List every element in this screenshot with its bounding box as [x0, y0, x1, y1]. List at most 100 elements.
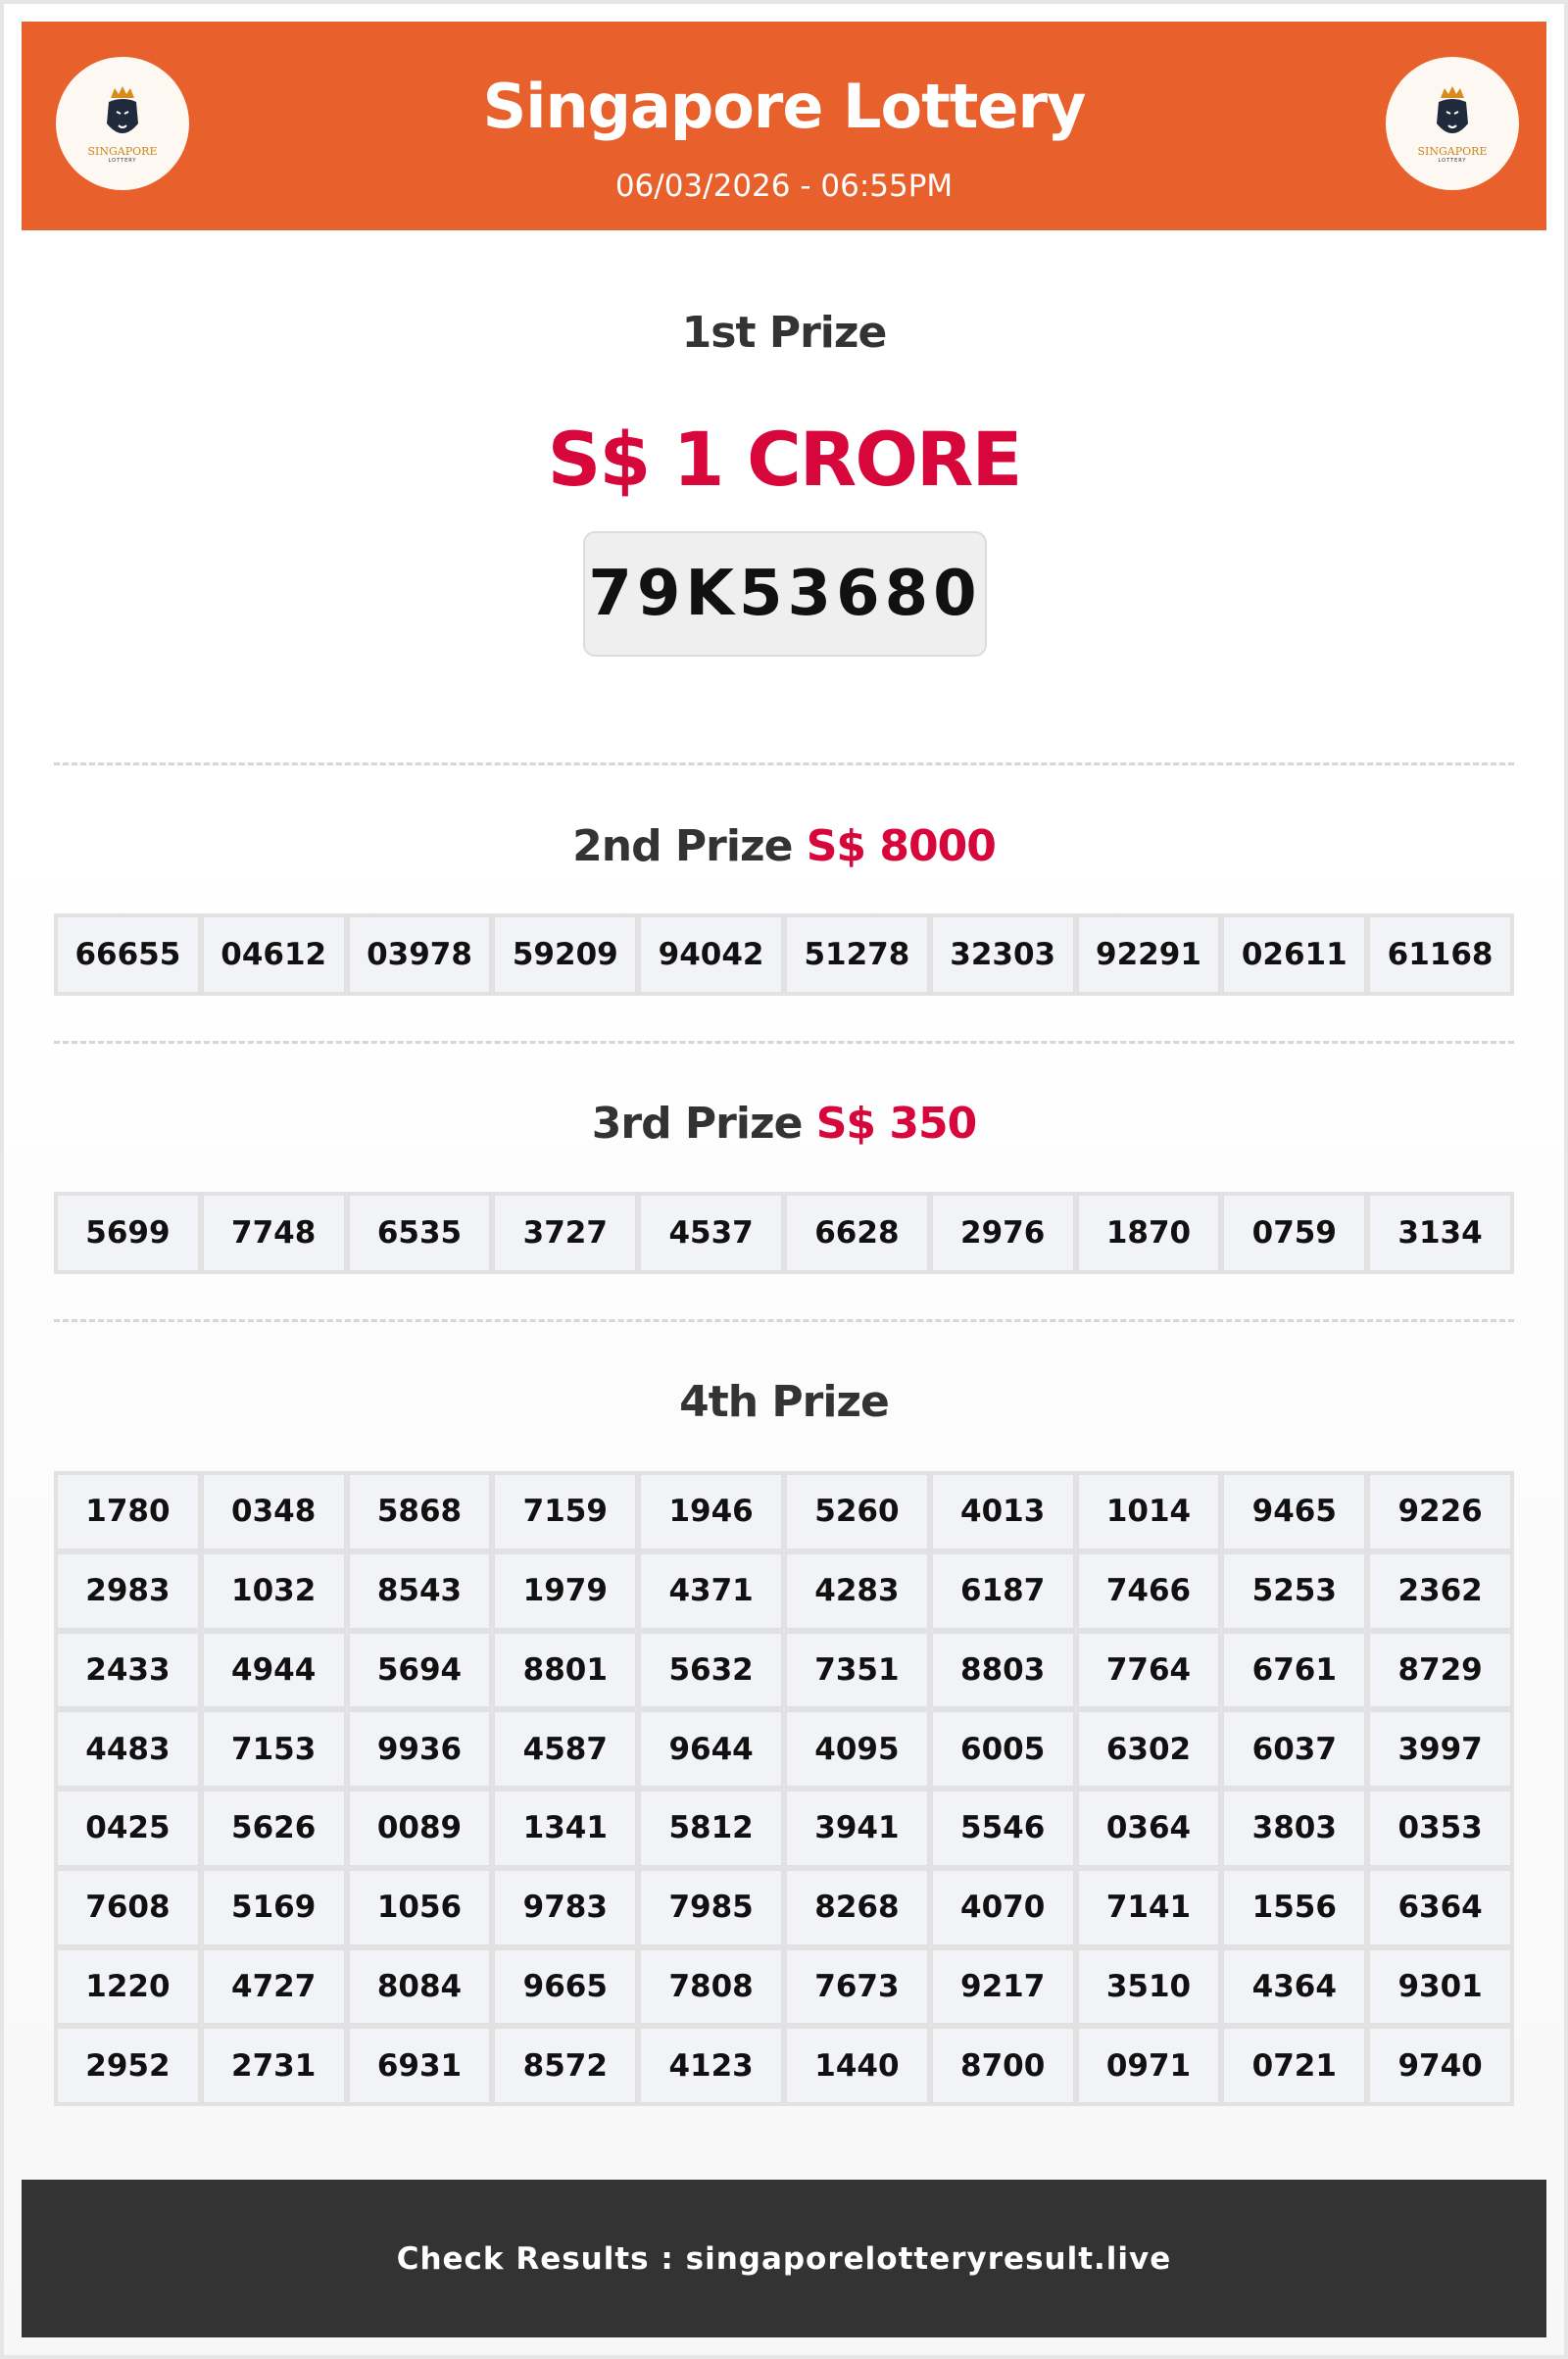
third-prize-heading: 3rd Prize S$ 350	[4, 1099, 1564, 1149]
prize-number-cell: 6005	[931, 1711, 1074, 1787]
prize-number-cell: 6628	[785, 1195, 928, 1271]
prize-number-cell: 3941	[786, 1791, 928, 1866]
prize-number-cell: 0089	[348, 1791, 491, 1866]
prize-number-cell: 1979	[494, 1552, 637, 1629]
prize-number-cell: 4371	[640, 1552, 782, 1629]
prize-number-cell: 4944	[202, 1632, 345, 1708]
prize-number-cell: 3134	[1369, 1195, 1511, 1271]
prize-number-cell: 8803	[931, 1632, 1074, 1708]
prize-number-cell: 03978	[348, 916, 491, 993]
prize-number-cell: 0364	[1077, 1791, 1220, 1866]
logo-subtext: LOTTERY	[108, 157, 137, 164]
prize-number-cell: 3510	[1077, 1948, 1220, 2025]
first-prize-ticket: 79K53680	[583, 531, 987, 657]
prize-number-cell: 9665	[494, 1948, 637, 2025]
second-prize-amount: S$ 8000	[806, 821, 997, 871]
prize-number-cell: 7673	[786, 1948, 928, 2025]
prize-number-cell: 7808	[640, 1948, 782, 2025]
prize-number-cell: 2433	[57, 1632, 199, 1708]
lottery-result-card: SINGAPORE LOTTERY Singapore Lottery 06/0…	[4, 4, 1564, 2355]
prize-number-cell: 1056	[348, 1869, 491, 1945]
prize-number-cell: 8700	[931, 2028, 1074, 2103]
prize-number-cell: 7764	[1077, 1632, 1220, 1708]
lion-crown-icon	[1437, 85, 1468, 133]
prize-number-cell: 8084	[348, 1948, 491, 2025]
logo-left: SINGAPORE LOTTERY	[56, 57, 189, 190]
prize-number-cell: 5694	[348, 1632, 491, 1708]
prize-number-cell: 1440	[786, 2028, 928, 2103]
prize-number-cell: 5253	[1223, 1552, 1366, 1629]
prize-number-cell: 4364	[1223, 1948, 1366, 2025]
prize-number-cell: 6187	[931, 1552, 1074, 1629]
logo-text: SINGAPORE	[87, 144, 158, 158]
prize-number-cell: 7985	[640, 1869, 782, 1945]
prize-number-cell: 1946	[640, 1474, 782, 1549]
prize-number-cell: 0971	[1077, 2028, 1220, 2103]
prize-number-cell: 1780	[57, 1474, 199, 1549]
page-title: Singapore Lottery	[482, 71, 1087, 142]
prize-number-cell: 8572	[494, 2028, 637, 2103]
prize-number-cell: 9740	[1369, 2028, 1511, 2103]
prize-number-cell: 1220	[57, 1948, 199, 2025]
prize-number-cell: 6761	[1223, 1632, 1366, 1708]
prize-number-cell: 8268	[786, 1869, 928, 1945]
prize-number-cell: 4727	[202, 1948, 345, 2025]
prize-number-cell: 4095	[786, 1711, 928, 1787]
prize-number-cell: 0425	[57, 1791, 199, 1866]
prize-number-cell: 4537	[640, 1195, 782, 1271]
logo-text: SINGAPORE	[1417, 144, 1488, 158]
prize-number-cell: 5169	[202, 1869, 345, 1945]
prize-number-cell: 2362	[1369, 1552, 1511, 1629]
prize-number-cell: 94042	[640, 916, 782, 993]
first-prize-amount: S$ 1 CRORE	[547, 416, 1023, 503]
second-prize-label: 2nd Prize	[572, 821, 793, 871]
prize-number-cell: 6931	[348, 2028, 491, 2103]
prize-number-cell: 6364	[1369, 1869, 1511, 1945]
footer-bar: Check Results : singaporelotteryresult.l…	[22, 2180, 1546, 2337]
prize-number-cell: 7141	[1077, 1869, 1220, 1945]
footer-text: Check Results : singaporelotteryresult.l…	[396, 2240, 1172, 2277]
prize-number-cell: 61168	[1369, 916, 1511, 993]
prize-number-cell: 2731	[202, 2028, 345, 2103]
prize-number-cell: 0759	[1223, 1195, 1366, 1271]
prize-number-cell: 59209	[494, 916, 637, 993]
prize-number-cell: 7159	[494, 1474, 637, 1549]
prize-number-cell: 0721	[1223, 2028, 1366, 2103]
divider	[54, 1041, 1514, 1044]
prize-number-cell: 02611	[1223, 916, 1366, 993]
second-prize-numbers: 66655 04612 03978 59209 94042 51278 32303 92291…	[54, 913, 1514, 996]
prize-number-cell: 2976	[931, 1195, 1074, 1271]
prize-number-cell: 2983	[57, 1552, 199, 1629]
prize-number-cell: 9936	[348, 1711, 491, 1787]
prize-number-cell: 4587	[494, 1711, 637, 1787]
prize-number-cell: 66655	[57, 916, 199, 993]
prize-number-cell: 0348	[202, 1474, 345, 1549]
prize-number-cell: 9644	[640, 1711, 782, 1787]
second-prize-heading: 2nd Prize S$ 8000	[4, 821, 1564, 871]
prize-number-cell: 4283	[786, 1552, 928, 1629]
header-banner: SINGAPORE LOTTERY Singapore Lottery 06/0…	[22, 22, 1546, 230]
prize-number-cell: 5546	[931, 1791, 1074, 1866]
prize-number-cell: 1014	[1077, 1474, 1220, 1549]
prize-number-cell: 9226	[1369, 1474, 1511, 1549]
prize-number-cell: 7466	[1077, 1552, 1220, 1629]
prize-number-cell: 6037	[1223, 1711, 1366, 1787]
third-prize-numbers: 5699 7748 6535 3727 4537 6628 2976 1870 0759 3134	[54, 1192, 1514, 1274]
prize-number-cell: 5868	[348, 1474, 491, 1549]
prize-number-cell: 5699	[57, 1195, 199, 1271]
prize-number-cell: 7748	[202, 1195, 345, 1271]
prize-number-cell: 4123	[640, 2028, 782, 2103]
prize-number-cell: 92291	[1077, 916, 1220, 993]
prize-number-cell: 9465	[1223, 1474, 1366, 1549]
prize-number-cell: 1870	[1077, 1195, 1220, 1271]
prize-number-cell: 51278	[785, 916, 928, 993]
prize-number-cell: 04612	[202, 916, 345, 993]
fourth-prize-heading: 4th Prize	[679, 1377, 890, 1427]
prize-number-cell: 5260	[786, 1474, 928, 1549]
prize-number-cell: 5626	[202, 1791, 345, 1866]
prize-number-cell: 4070	[931, 1869, 1074, 1945]
prize-number-cell: 3997	[1369, 1711, 1511, 1787]
logo-subtext: LOTTERY	[1438, 157, 1467, 164]
fourth-prize-numbers: 1780 0348 5868 7159 1946 5260 4013 1014 9465 9226…	[54, 1471, 1514, 2106]
prize-number-cell: 8729	[1369, 1632, 1511, 1708]
